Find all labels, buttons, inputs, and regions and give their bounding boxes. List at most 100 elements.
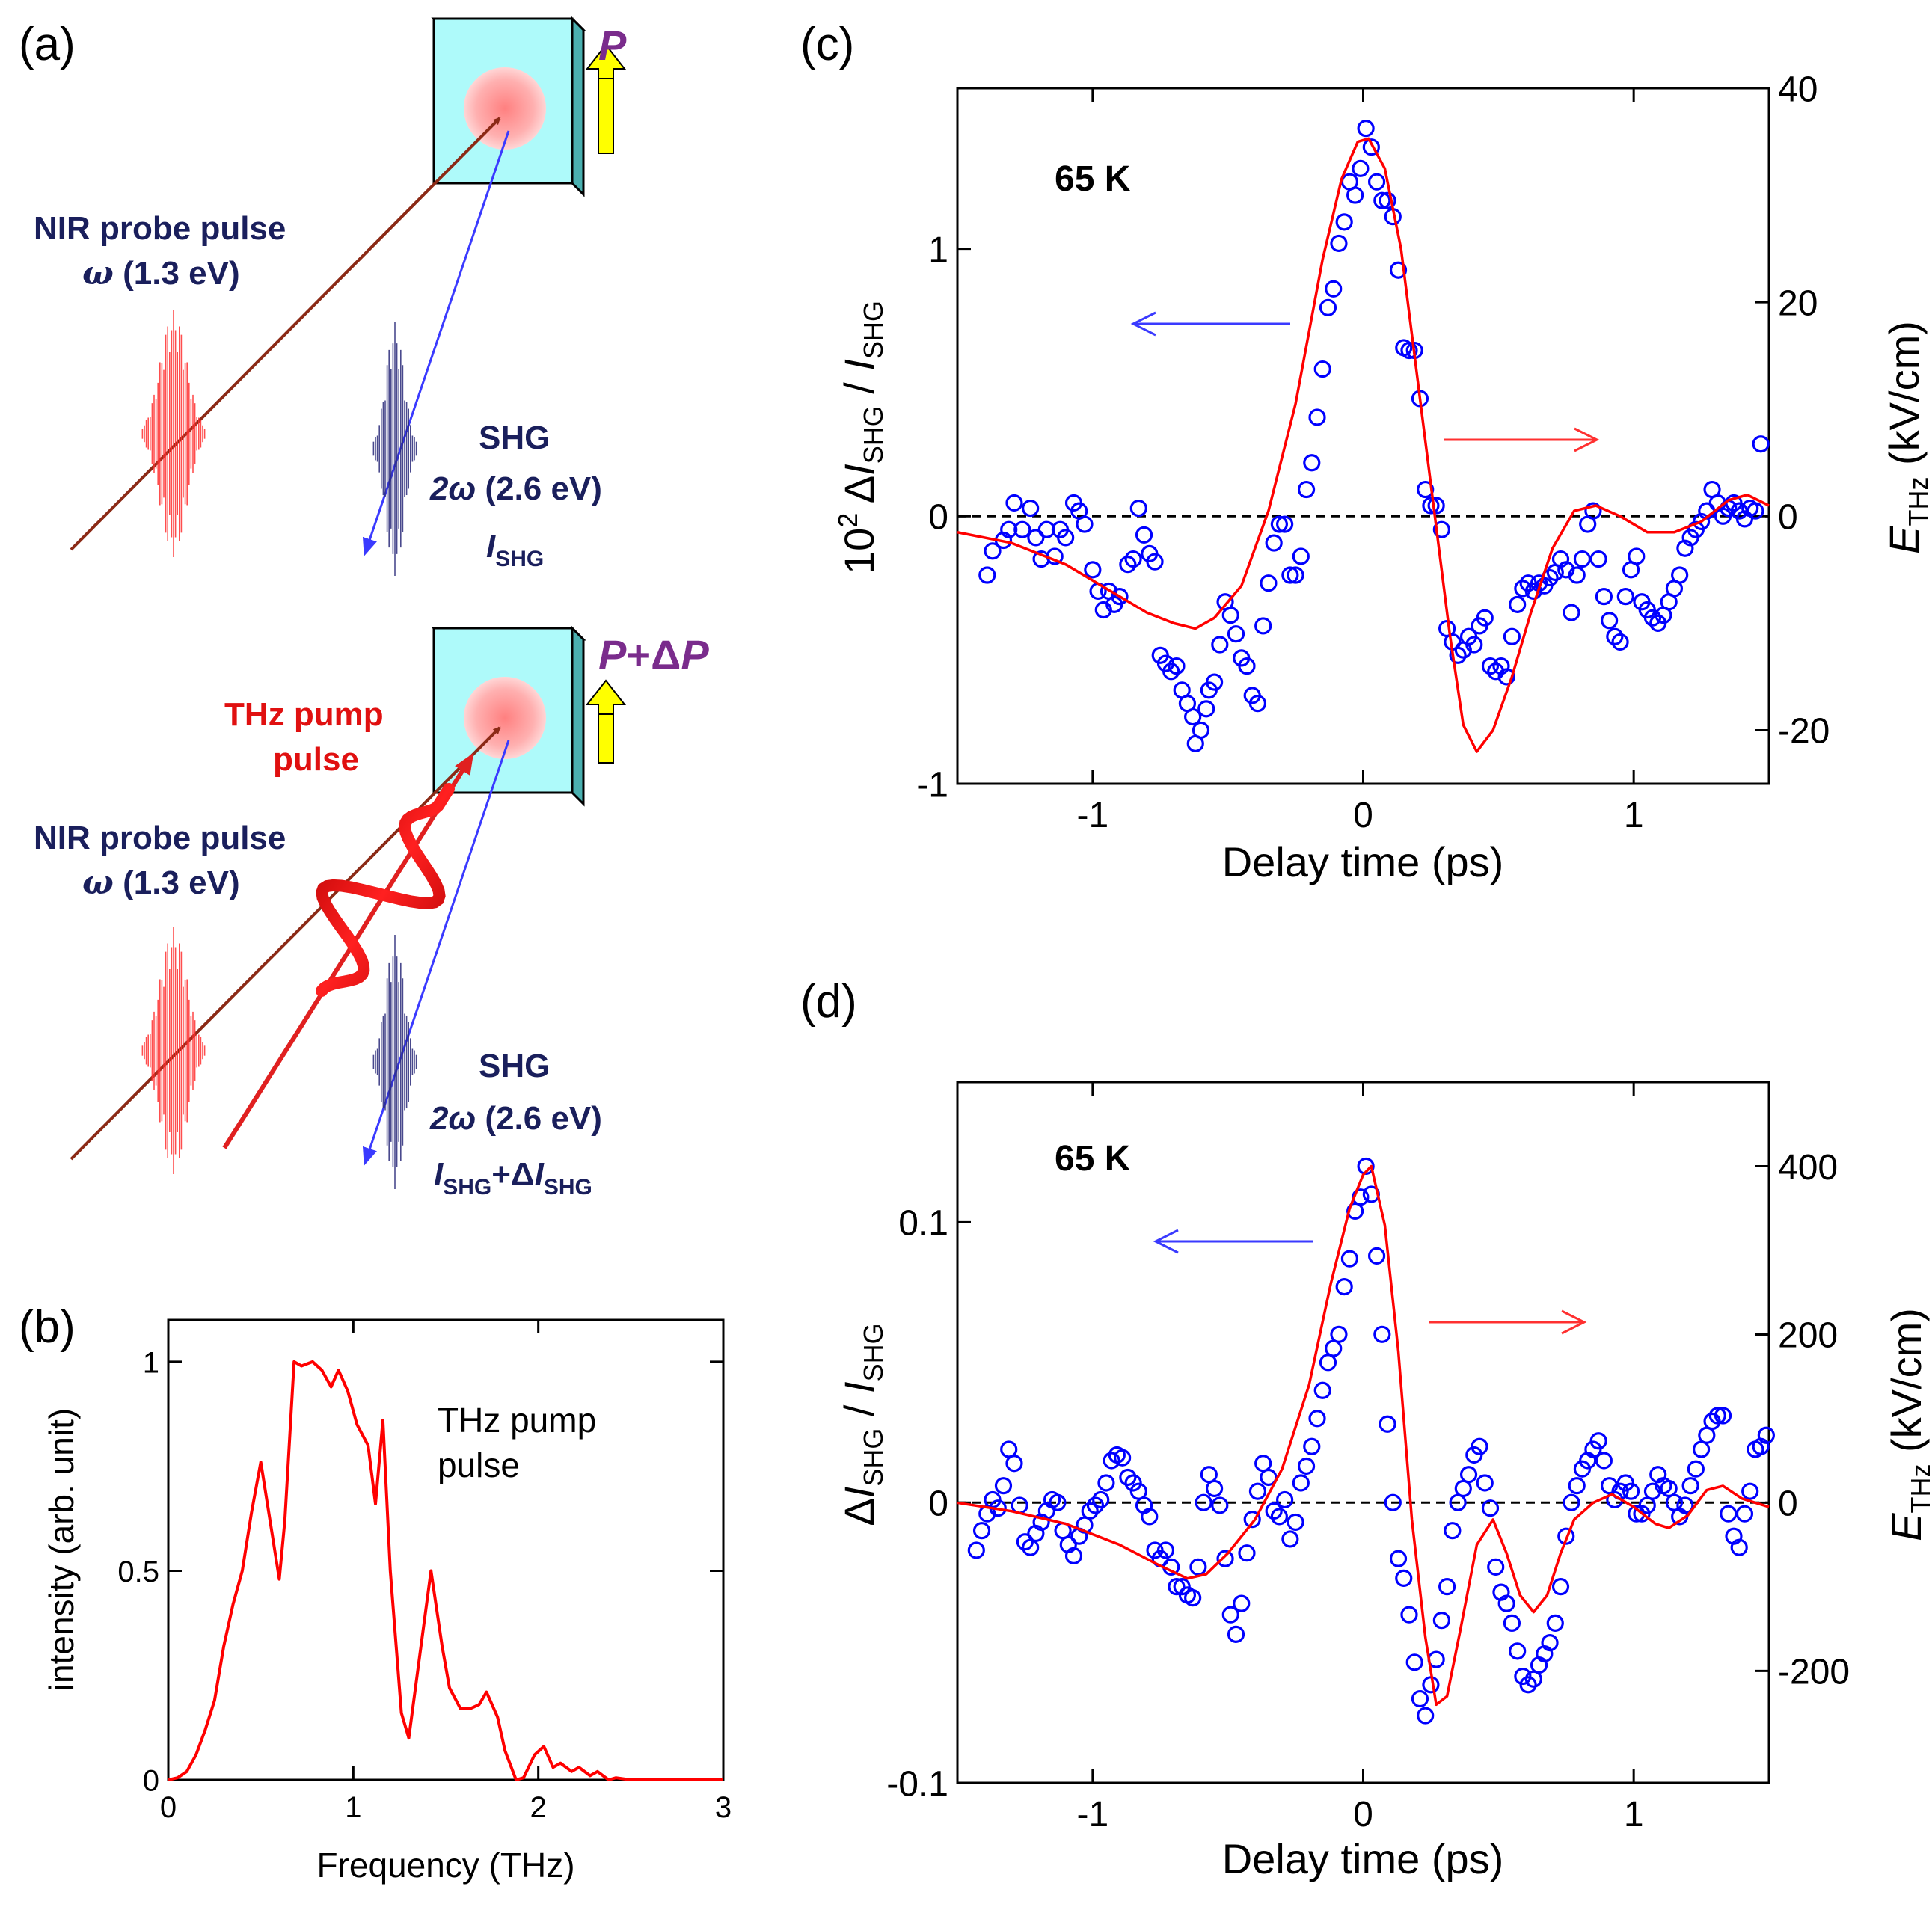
data-point <box>1681 1477 1699 1495</box>
data-point <box>1227 1625 1245 1643</box>
panel-d-temperature: 65 K <box>1055 1139 1131 1179</box>
data-point <box>1735 1505 1754 1523</box>
x-tick-label: 1 <box>1624 1795 1644 1834</box>
data-point <box>1292 1474 1310 1492</box>
data-point <box>1471 1437 1488 1455</box>
data-point <box>1135 526 1153 544</box>
data-point <box>1459 1466 1478 1484</box>
y-tick-label: 0.5 <box>117 1556 159 1588</box>
y2-tick-label: 400 <box>1778 1148 1838 1188</box>
y-tick-label: 0 <box>928 1484 948 1523</box>
spectrum-line <box>168 1360 723 1781</box>
data-point <box>1708 1407 1726 1425</box>
thz-pump-label-line2: pulse <box>273 741 359 778</box>
data-point <box>1022 499 1040 518</box>
data-point <box>1422 497 1440 515</box>
y2-tick-label: 200 <box>1778 1316 1838 1356</box>
panel-a: (a) P NIR probe pulse ω (1.3 eV) SHG 2ω … <box>19 16 709 1200</box>
data-point <box>1076 515 1094 533</box>
data-point <box>1384 1493 1402 1511</box>
data-point <box>1184 707 1202 726</box>
x-tick-label: 0 <box>1353 1795 1373 1834</box>
polarization-label-bottom: P+ΔP <box>598 631 709 678</box>
data-point <box>1330 1325 1348 1343</box>
data-point <box>1568 566 1586 584</box>
data-point <box>994 1477 1013 1495</box>
data-point <box>1676 1496 1694 1514</box>
data-point <box>1146 553 1164 571</box>
panel-b-label: (b) <box>19 1301 76 1353</box>
data-point <box>1589 1432 1607 1450</box>
panel-c-y2label: ETHz (kV/cm) <box>1880 321 1932 554</box>
data-point <box>1292 547 1310 565</box>
x-tick-label: 1 <box>1624 796 1644 835</box>
shg-title-bottom: SHG <box>479 1048 550 1084</box>
data-point <box>1481 657 1500 675</box>
data-point <box>1211 636 1229 654</box>
probe-energy-line-bottom: ω (1.3 eV) <box>82 864 240 902</box>
panel-c-right-arrow <box>1444 427 1600 452</box>
data-point <box>1287 566 1304 584</box>
data-point <box>1568 1477 1586 1495</box>
data-point <box>1281 1530 1299 1548</box>
x-tick-label: -1 <box>1076 796 1108 835</box>
data-point <box>1270 515 1288 533</box>
data-point <box>1611 633 1629 651</box>
y2-tick-label: 0 <box>1778 1484 1798 1524</box>
data-point <box>1221 1606 1239 1624</box>
y2-tick-label: 0 <box>1778 498 1798 538</box>
data-point <box>1395 1569 1413 1587</box>
panel-b-ylabel: intensity (arb. unit) <box>42 1408 81 1691</box>
data-point <box>1287 1513 1304 1532</box>
data-point <box>1168 1578 1186 1596</box>
data-point <box>1103 1452 1120 1470</box>
data-point <box>1270 1508 1288 1526</box>
data-point <box>1124 550 1142 568</box>
probe-title-top: NIR probe pulse <box>34 210 286 247</box>
data-point <box>1400 1606 1418 1624</box>
probe-energy-line-top: ω (1.3 eV) <box>82 254 240 292</box>
data-point <box>1643 609 1662 627</box>
data-point <box>1205 673 1224 691</box>
data-point <box>1319 298 1337 316</box>
data-point <box>1335 213 1353 231</box>
data-point <box>1254 617 1272 635</box>
data-point <box>1735 510 1754 528</box>
data-point <box>1129 499 1147 518</box>
bottom-schematic: P+ΔP THz pump pulse NIR probe pulse ω (1… <box>34 625 709 1200</box>
data-point <box>1503 627 1521 645</box>
data-point <box>1714 1407 1732 1425</box>
data-point <box>1546 1614 1564 1632</box>
y-tick-label: 1 <box>143 1346 159 1379</box>
panel-d: (d) -1 0 1 -0.1 0 0.1 -200 0 200 400 65 K Delay t… <box>800 976 1932 1882</box>
top-schematic: P NIR probe pulse ω (1.3 eV) SHG 2ω (2.6… <box>34 16 627 576</box>
data-point <box>1606 627 1624 645</box>
y-tick-label: 0 <box>928 498 948 538</box>
panel-b-annotation-line2: pulse <box>438 1446 520 1484</box>
data-point <box>1248 695 1267 713</box>
thz-beam-bottom <box>222 752 474 1149</box>
y2-tick-label: -200 <box>1778 1653 1850 1692</box>
data-point <box>1411 1689 1429 1708</box>
panel-d-data-points <box>967 1157 1775 1725</box>
data-point <box>1276 1490 1294 1509</box>
x-tick-label: 3 <box>715 1791 732 1824</box>
data-point <box>1016 1533 1034 1551</box>
polarization-arrow-bottom <box>585 679 627 764</box>
data-point <box>1335 1278 1353 1296</box>
data-point <box>1379 191 1396 209</box>
data-point <box>1503 1614 1521 1632</box>
shg-pulse-wave-top <box>372 322 417 576</box>
panel-d-frame <box>956 1081 1770 1784</box>
data-point <box>1308 408 1326 426</box>
data-point <box>1389 261 1408 279</box>
data-point <box>1497 1594 1515 1612</box>
data-point <box>1162 663 1180 681</box>
shg-pulse-wave-bottom <box>372 935 417 1189</box>
data-point <box>1265 1502 1283 1520</box>
data-point <box>1400 341 1418 360</box>
data-point <box>1205 1479 1224 1498</box>
panel-c-temperature: 65 K <box>1055 159 1131 199</box>
shg-energy-line-bottom: 2ω (2.6 eV) <box>429 1100 602 1137</box>
data-point <box>1422 1676 1440 1694</box>
